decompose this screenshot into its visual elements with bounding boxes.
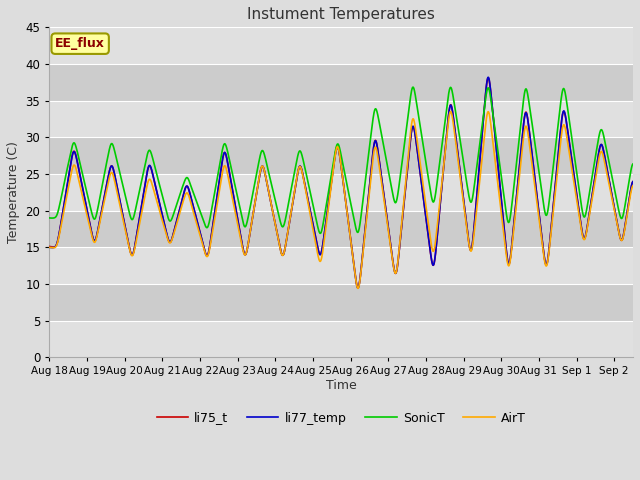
Title: Instument Temperatures: Instument Temperatures bbox=[247, 7, 435, 22]
AirT bbox=[618, 238, 626, 243]
li75_t bbox=[147, 164, 154, 170]
AirT bbox=[447, 108, 454, 114]
li75_t bbox=[618, 237, 626, 243]
Text: EE_flux: EE_flux bbox=[55, 37, 105, 50]
Bar bbox=[49, 321, 633, 357]
li77_temp bbox=[354, 285, 362, 291]
AirT bbox=[45, 244, 53, 250]
li77_temp bbox=[629, 179, 637, 184]
li75_t bbox=[556, 142, 563, 148]
SonicT bbox=[269, 189, 277, 195]
li77_temp bbox=[484, 74, 492, 80]
SonicT bbox=[147, 149, 154, 155]
li75_t bbox=[269, 211, 277, 217]
li77_temp bbox=[269, 211, 277, 217]
AirT bbox=[147, 177, 154, 183]
li75_t bbox=[629, 179, 637, 184]
AirT bbox=[629, 183, 637, 189]
SonicT bbox=[45, 215, 53, 221]
Bar bbox=[49, 27, 633, 64]
Bar bbox=[49, 101, 633, 137]
Bar bbox=[49, 284, 633, 321]
Bar bbox=[49, 174, 633, 211]
li75_t bbox=[294, 166, 302, 172]
li77_temp bbox=[45, 244, 53, 250]
li77_temp bbox=[112, 178, 120, 184]
li75_t bbox=[45, 244, 53, 250]
SonicT bbox=[316, 230, 324, 236]
li75_t bbox=[484, 75, 492, 81]
Y-axis label: Temperature (C): Temperature (C) bbox=[7, 142, 20, 243]
AirT bbox=[556, 154, 563, 159]
li77_temp bbox=[294, 166, 302, 172]
Bar bbox=[49, 211, 633, 247]
Bar bbox=[49, 137, 633, 174]
Legend: li75_t, li77_temp, SonicT, AirT: li75_t, li77_temp, SonicT, AirT bbox=[152, 407, 531, 430]
SonicT bbox=[556, 113, 563, 119]
SonicT bbox=[409, 84, 417, 90]
X-axis label: Time: Time bbox=[326, 379, 356, 392]
AirT bbox=[354, 286, 362, 291]
li75_t bbox=[354, 285, 362, 290]
Bar bbox=[49, 64, 633, 101]
Line: AirT: AirT bbox=[49, 111, 633, 288]
Line: SonicT: SonicT bbox=[49, 87, 633, 233]
AirT bbox=[112, 184, 120, 190]
SonicT bbox=[294, 150, 302, 156]
Bar bbox=[49, 247, 633, 284]
SonicT bbox=[618, 216, 626, 221]
AirT bbox=[294, 166, 302, 172]
Line: li77_temp: li77_temp bbox=[49, 77, 633, 288]
li77_temp bbox=[618, 237, 626, 243]
AirT bbox=[269, 211, 277, 217]
li77_temp bbox=[147, 164, 154, 169]
SonicT bbox=[629, 161, 637, 167]
Line: li75_t: li75_t bbox=[49, 78, 633, 288]
SonicT bbox=[112, 154, 120, 159]
li75_t bbox=[112, 179, 120, 184]
li77_temp bbox=[556, 142, 563, 148]
